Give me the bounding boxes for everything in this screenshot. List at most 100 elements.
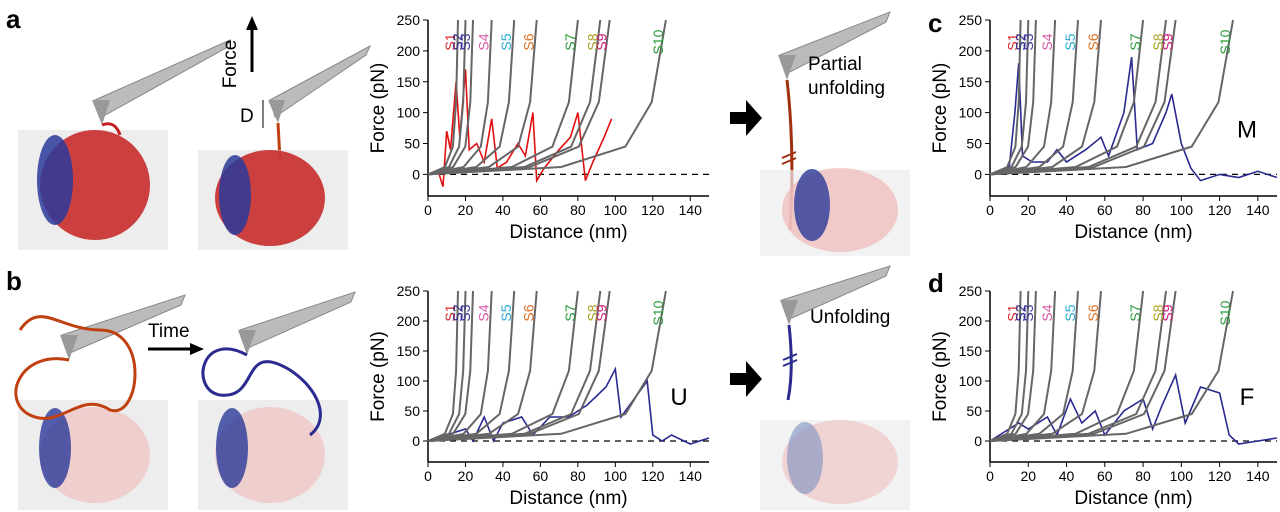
annotation: U [670,384,687,411]
panel-label: a [6,4,21,34]
x-tick-label: 140 [1246,202,1270,218]
x-tick-label: 0 [424,468,432,484]
y-axis-label: Force (pN) [930,331,951,422]
curve-label: S5 [498,33,514,50]
x-tick-label: 20 [1020,202,1036,218]
x-tick-label: 20 [1020,468,1036,484]
wlc-curve [427,19,516,176]
wlc-curve [989,290,1234,442]
x-axis-label: Distance (nm) [509,488,627,509]
curve-label: S3 [1020,304,1036,321]
wlc-curve [989,19,1177,176]
wlc-curve [427,290,493,442]
force-label: Force [220,40,241,89]
curve-label: S2 [449,304,465,321]
x-tick-label: 100 [1170,468,1194,484]
panel-label: b [6,266,22,296]
wlc-curve [427,290,667,442]
x-tick-label: 0 [986,468,994,484]
illustration: Time Unfolding [14,265,910,510]
wlc-curve [427,19,493,176]
curve-label: S1 [442,304,458,321]
x-tick-label: 80 [570,202,586,218]
wlc-curve [989,290,1057,442]
x-tick-label: 80 [1135,468,1151,484]
curve-label: S3 [1020,33,1036,50]
y-tick-label: 200 [397,43,421,59]
wlc-curve [989,290,1102,442]
annotation: Unfolding [810,307,890,328]
wlc-curve [427,19,474,176]
y-tick-label: 100 [397,373,421,389]
curve-label: S10 [1217,300,1233,325]
y-tick-label: 0 [974,433,982,449]
x-axis-label: Distance (nm) [509,222,627,243]
curve-label: S1 [442,33,458,50]
curve-label: S9 [594,304,610,321]
x-tick-label: 100 [604,468,628,484]
curve-label: S6 [1085,304,1101,321]
curve-label: S6 [1085,33,1101,50]
y-tick-label: 200 [397,313,421,329]
curve-label: S10 [650,29,666,54]
x-tick-label: 100 [604,202,628,218]
x-tick-label: 60 [1097,202,1113,218]
curve-label: S4 [1039,304,1055,321]
annotation: M [1237,116,1257,143]
y-tick-label: 150 [959,74,983,90]
wlc-curve [427,290,611,442]
x-tick-label: 140 [679,202,703,218]
curve-label: S8 [1150,304,1166,321]
x-tick-label: 80 [1135,202,1151,218]
annotation: Partial [808,54,862,75]
y-tick-label: 150 [959,343,983,359]
wlc-curve [427,19,538,176]
x-tick-label: 120 [1208,468,1232,484]
curve-label: S6 [521,33,537,50]
panel-label: c [928,8,942,38]
y-tick-label: 250 [397,283,421,299]
x-tick-label: 140 [1246,468,1270,484]
curve-label: S9 [1160,33,1176,50]
x-tick-label: 120 [641,202,665,218]
curve-label: S9 [1160,304,1176,321]
curve-label: S4 [1039,33,1055,50]
curve-label: S4 [476,304,492,321]
curve-label: S4 [476,33,492,50]
curve-label: S2 [449,33,465,50]
curve-label: S7 [1127,33,1143,50]
y-tick-label: 100 [959,373,983,389]
force-trace [989,56,1278,182]
y-tick-label: 50 [966,136,982,152]
curve-label: S3 [457,33,473,50]
wlc-curve [427,290,538,442]
d-label: D [240,106,254,127]
curve-label: S7 [562,33,578,50]
curve-label: S8 [584,33,600,50]
wlc-curve [427,290,474,442]
time-label: Time [148,321,190,342]
x-tick-label: 80 [570,468,586,484]
illustration: Force D Partial unfolding [18,11,910,256]
curve-label: S1 [1005,33,1021,50]
x-axis-label: Distance (nm) [1074,222,1192,243]
x-tick-label: 60 [1097,468,1113,484]
x-tick-label: 40 [495,202,511,218]
y-axis-label: Force (pN) [930,63,951,154]
y-tick-label: 50 [404,403,420,419]
curve-label: S7 [1127,304,1143,321]
y-axis-label: Force (pN) [368,331,389,422]
curve-label: S10 [650,300,666,325]
x-tick-label: 100 [1170,202,1194,218]
y-tick-label: 200 [959,43,983,59]
x-tick-label: 120 [1208,202,1232,218]
y-tick-label: 150 [397,74,421,90]
y-tick-label: 0 [412,166,420,182]
y-tick-label: 250 [959,12,983,28]
x-tick-label: 20 [458,468,474,484]
y-axis-label: Force (pN) [368,63,389,154]
x-tick-label: 140 [679,468,703,484]
wlc-curve [989,290,1177,442]
wlc-curve [989,19,1079,176]
